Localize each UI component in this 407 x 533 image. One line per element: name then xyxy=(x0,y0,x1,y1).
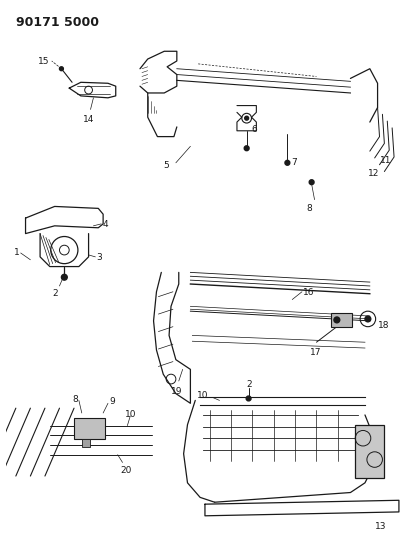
Bar xyxy=(355,425,384,478)
Text: 10: 10 xyxy=(197,391,209,400)
Bar xyxy=(331,313,352,327)
Text: 2: 2 xyxy=(53,289,58,298)
Circle shape xyxy=(246,396,251,401)
Text: 19: 19 xyxy=(171,387,182,396)
Text: 9: 9 xyxy=(109,398,115,407)
Text: 11: 11 xyxy=(379,156,391,165)
Text: 7: 7 xyxy=(291,158,297,167)
Text: 2: 2 xyxy=(247,380,252,389)
Text: 90171 5000: 90171 5000 xyxy=(16,17,99,29)
Circle shape xyxy=(61,274,67,280)
Text: 1: 1 xyxy=(14,248,20,257)
Text: 12: 12 xyxy=(368,168,379,177)
Text: 18: 18 xyxy=(378,321,389,330)
Text: 8: 8 xyxy=(307,204,313,213)
Text: 15: 15 xyxy=(38,57,50,66)
Circle shape xyxy=(334,317,340,323)
Circle shape xyxy=(309,180,314,184)
Circle shape xyxy=(285,160,290,165)
Circle shape xyxy=(245,116,249,120)
Text: 4: 4 xyxy=(102,220,108,229)
Text: 20: 20 xyxy=(120,466,132,475)
Circle shape xyxy=(244,146,249,151)
Text: 10: 10 xyxy=(125,410,136,419)
Text: 8: 8 xyxy=(72,394,78,403)
Text: 5: 5 xyxy=(163,161,169,170)
Text: 6: 6 xyxy=(252,125,257,134)
Text: 14: 14 xyxy=(83,115,94,124)
Text: 13: 13 xyxy=(375,522,386,531)
Bar xyxy=(74,418,105,439)
Circle shape xyxy=(59,67,63,71)
Text: 3: 3 xyxy=(96,253,102,262)
Text: 17: 17 xyxy=(310,348,321,357)
Bar xyxy=(82,439,90,447)
Circle shape xyxy=(365,316,371,322)
Text: 16: 16 xyxy=(303,288,314,297)
